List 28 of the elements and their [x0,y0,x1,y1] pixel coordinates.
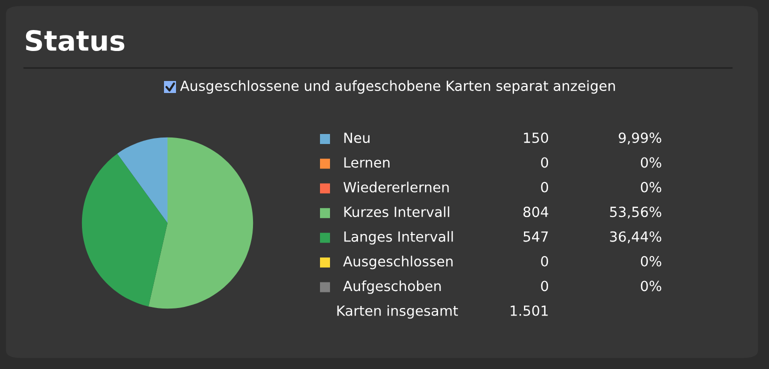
text: 0% [640,256,662,267]
pie-slice [82,154,168,306]
text: 0% [640,182,662,192]
legend-label: Wiedererlernen [343,182,449,192]
text: 53,56% [610,206,662,219]
text: Karten insgesamt [337,305,458,319]
text: 0% [640,157,662,168]
legend-label: Ausgeschlossen [343,256,453,270]
text: 0% [640,280,662,292]
pie-slice [117,137,168,223]
text: Ausgeschlossene und aufgeschobene Karten separat anzeigen [180,80,615,94]
legend-label: Langes Intervall [344,231,453,245]
data-label: 804 [523,206,548,218]
legend-label: Neu [344,132,370,144]
text: 0 [541,157,548,168]
legend-label: Lernen [344,157,390,168]
legend-label: Kurzes Intervall [344,206,450,218]
text: 0 [541,280,548,292]
text: 36,44% [610,231,662,244]
text: 0 [541,256,548,267]
data-label: 150 [524,132,548,144]
pie-slice [148,137,254,309]
text: 9,99% [618,132,662,144]
text: 1.501 [510,305,548,316]
text: 0 [541,182,548,192]
chart-title: Status [26,30,124,52]
legend-label: Aufgeschoben [343,280,441,294]
data-label: 547 [524,232,548,242]
